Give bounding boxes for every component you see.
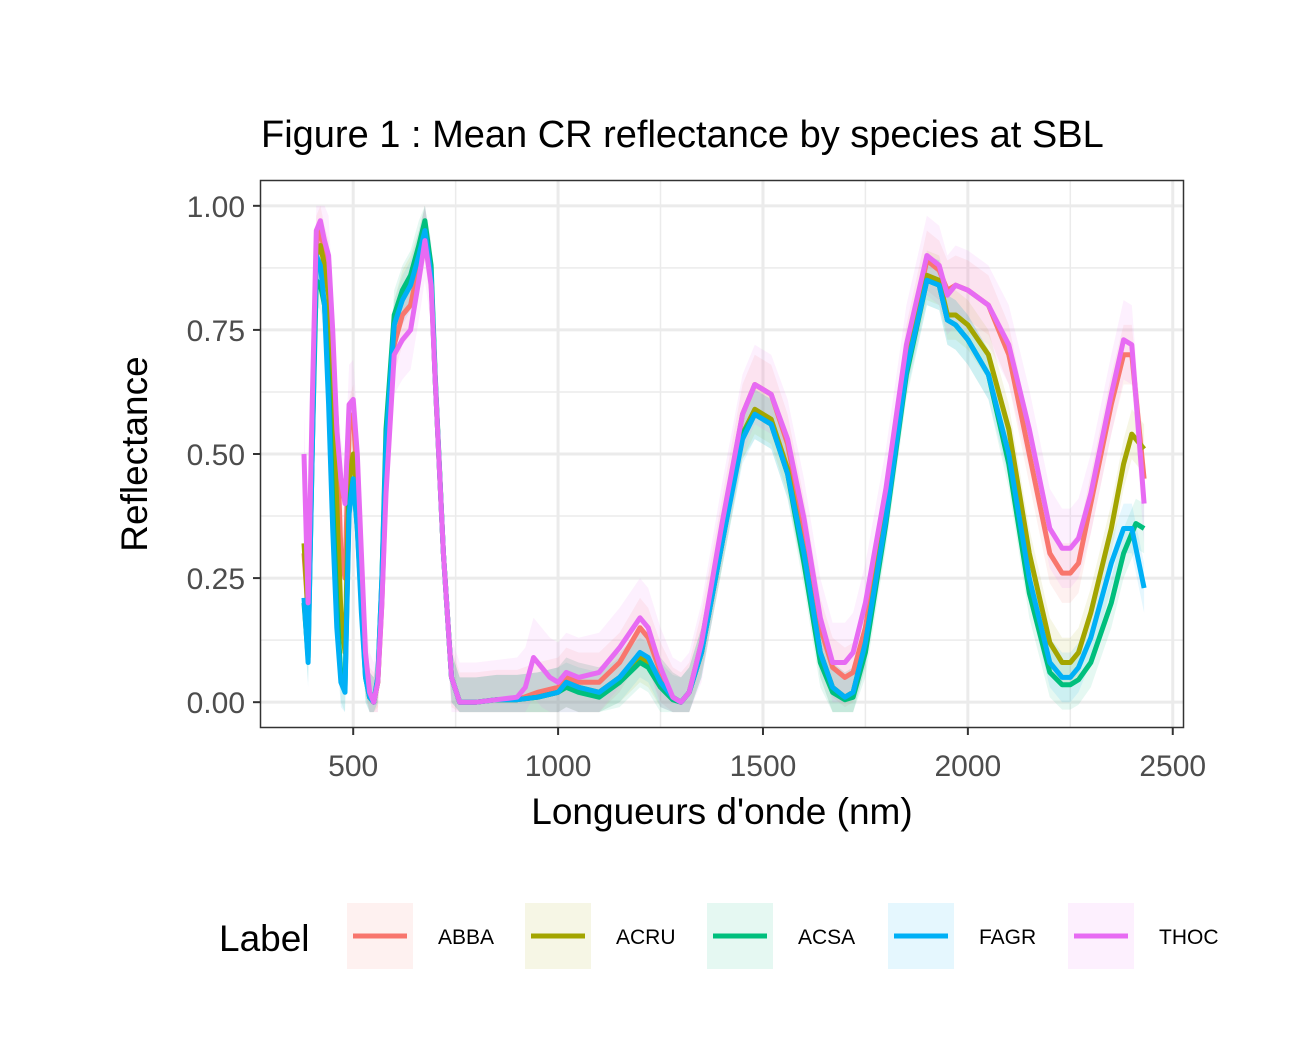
legend-label-acru: ACRU bbox=[616, 926, 676, 949]
x-axis-label: Longueurs d'onde (nm) bbox=[531, 791, 912, 832]
x-tick-label: 2500 bbox=[1139, 750, 1206, 783]
x-axis: 500 1000 1500 2000 2500 bbox=[328, 727, 1206, 783]
y-axis: 0.00 0.25 0.50 0.75 1.00 bbox=[187, 191, 261, 720]
x-tick-label: 2000 bbox=[934, 750, 1001, 783]
x-tick-label: 500 bbox=[328, 750, 378, 783]
y-tick-label: 0.00 bbox=[187, 687, 245, 720]
legend: Label ABBA ACRU ACSA FAGR THOC bbox=[219, 903, 1219, 969]
legend-label-acsa: ACSA bbox=[798, 926, 855, 949]
series-line-thoc bbox=[301, 218, 1147, 705]
legend-label-abba: ABBA bbox=[438, 926, 494, 949]
chart-title: Figure 1 : Mean CR reflectance by specie… bbox=[261, 114, 1104, 156]
y-tick-label: 0.50 bbox=[187, 439, 245, 472]
y-tick-label: 0.25 bbox=[187, 563, 245, 596]
x-tick-label: 1500 bbox=[730, 750, 797, 783]
legend-label-fagr: FAGR bbox=[979, 926, 1036, 949]
x-tick-label: 1000 bbox=[525, 750, 592, 783]
series-lines bbox=[301, 218, 1147, 705]
y-tick-label: 1.00 bbox=[187, 191, 245, 224]
y-axis-label: Reflectance bbox=[114, 356, 155, 551]
y-tick-label: 0.75 bbox=[187, 315, 245, 348]
series-line-fagr bbox=[301, 228, 1147, 705]
legend-label-thoc: THOC bbox=[1159, 926, 1219, 949]
legend-title: Label bbox=[219, 918, 310, 959]
